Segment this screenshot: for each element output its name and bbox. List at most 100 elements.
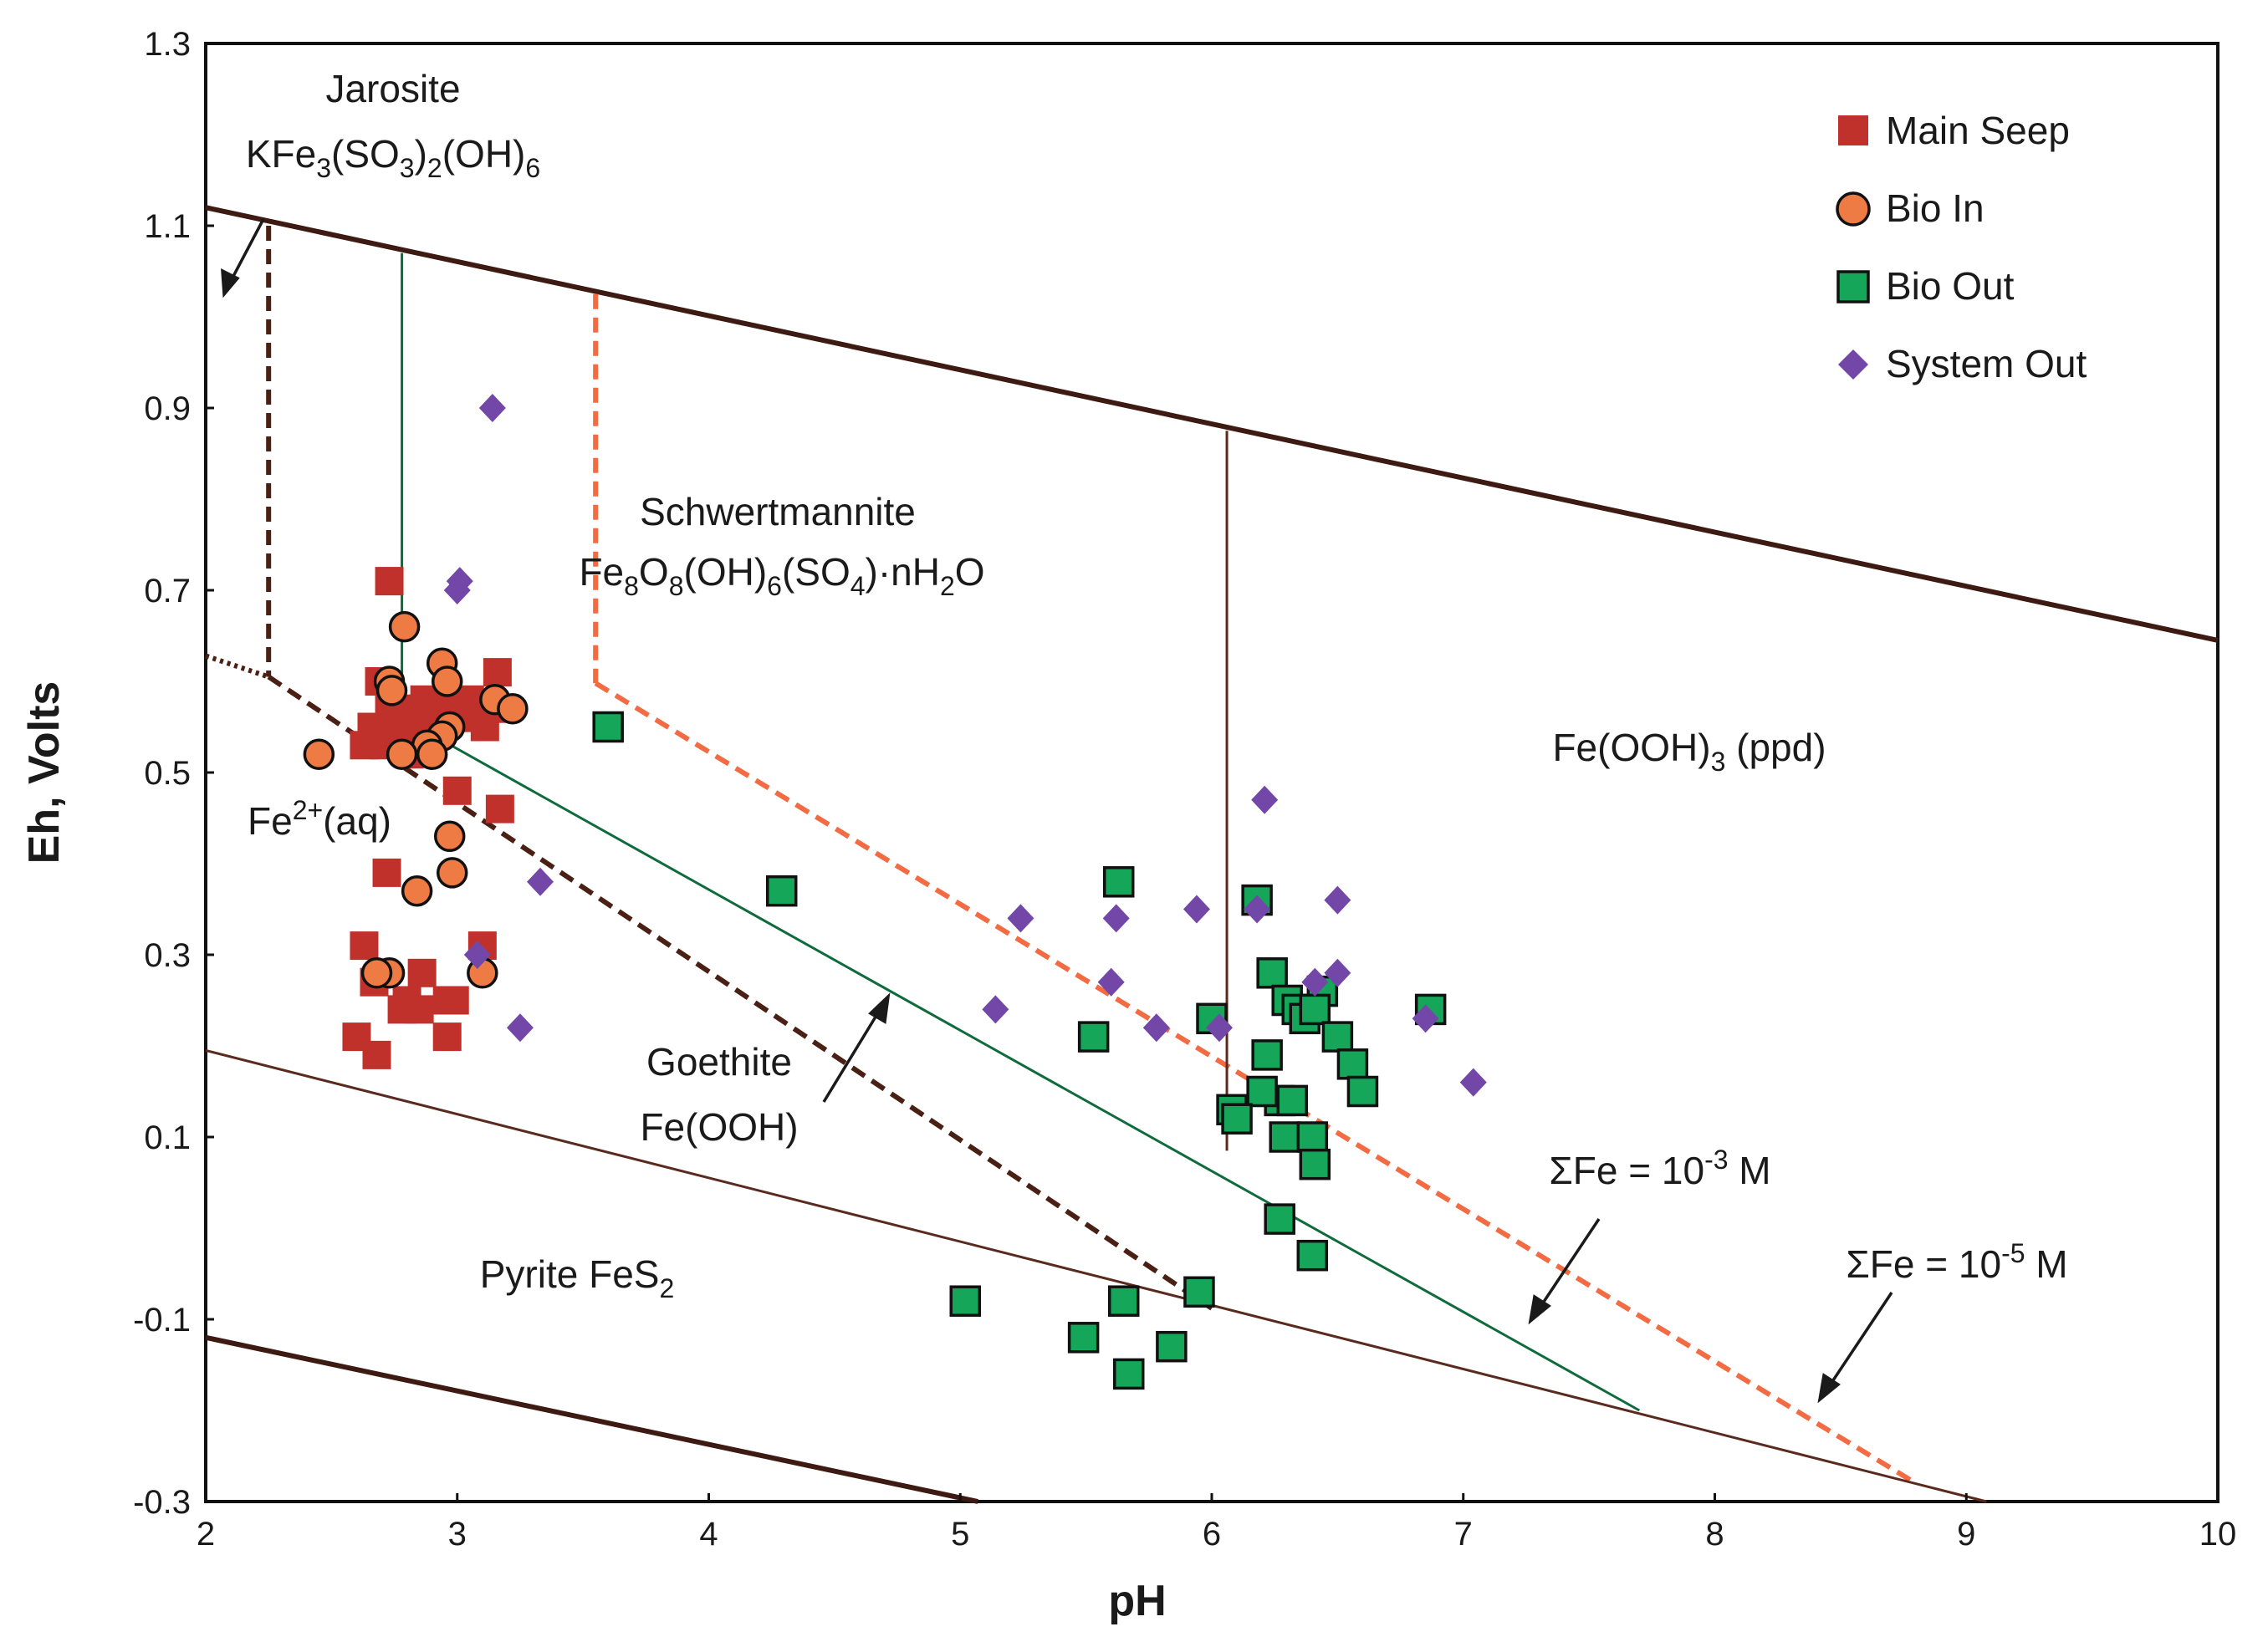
y-tick-label: 1.3 [144, 26, 191, 63]
bio-out-point [1113, 1358, 1145, 1390]
system-out-point [1206, 1013, 1234, 1043]
y-tick-label: 0.7 [144, 573, 191, 609]
legend-label-main-seep: Main Seep [1886, 109, 2070, 152]
bio-out-point [1296, 1239, 1329, 1272]
bio-out-point [592, 711, 624, 743]
goethite-formula: Fe(OOH) [640, 1105, 798, 1149]
feooh3-region-label: Fe(OOH)3 (ppd) [1552, 726, 1826, 777]
bio-out-point [1269, 1121, 1300, 1153]
bio-out-point [1156, 1330, 1188, 1363]
x-tick-label: 6 [1203, 1516, 1221, 1553]
legend-marker-system-out [1838, 349, 1868, 380]
sum-fe-1e-5-label: ΣFe = 10-5 M [1846, 1238, 2067, 1286]
pyrite-boundary-line [205, 1048, 1987, 1503]
legend-label-system-out: System Out [1886, 342, 2087, 385]
goethite-label: Goethite [646, 1040, 792, 1084]
pyrite-region-label: Pyrite FeS2 [480, 1252, 675, 1303]
legend-marker-bio-out [1836, 270, 1870, 303]
system-out-point [1251, 785, 1279, 814]
system-out-point [1301, 967, 1329, 997]
x-tick-label: 5 [951, 1516, 969, 1553]
sum-fe-1e-5-arrowhead [1817, 1373, 1841, 1404]
bio-out-point [1107, 1285, 1140, 1317]
bio-out-point [1321, 1021, 1354, 1053]
data-points [303, 394, 1487, 1390]
goethite-arrow [822, 1009, 881, 1103]
fe2aq-region-label: Fe2+(aq) [248, 795, 391, 843]
bio-out-point [1346, 1075, 1379, 1108]
bio-out-point [1246, 1075, 1278, 1108]
boundary-lines [205, 205, 2219, 1504]
bio-out-point [1336, 1048, 1369, 1080]
y-tick-label: -0.1 [133, 1302, 191, 1339]
system-out-point [463, 941, 491, 969]
main-seep-point [483, 658, 512, 687]
legend-label-bio-in: Bio In [1886, 186, 1984, 230]
annotation-arrows [221, 218, 1893, 1404]
bio-in-point [375, 675, 408, 706]
jarosite-label: Jarosite [325, 67, 460, 110]
y-tick-label: 0.3 [144, 937, 191, 974]
legend-marker-bio-in [1836, 191, 1871, 227]
x-tick-label: 9 [1957, 1516, 1975, 1553]
main-seep-point [372, 858, 401, 887]
legend-marker-main-seep [1838, 115, 1868, 145]
bio-out-point [1102, 866, 1135, 898]
system-out-point [1097, 967, 1125, 997]
main-seep-point [375, 567, 404, 596]
bio-in-point [303, 738, 335, 770]
system-out-point [1412, 1004, 1439, 1033]
axis-ticks: 2 3 4 5 6 7 8 9 10 1.3 1.1 0.9 0.7 0.5 0.3 0.1 -0.1 -0.3 [133, 26, 2236, 1553]
bio-out-point [1183, 1276, 1215, 1308]
bio-in-point [433, 820, 466, 853]
sum-fe-1e-5-arrow [1826, 1292, 1893, 1389]
jarosite-arrowhead [221, 268, 240, 298]
sum-fe-1e-3-label: ΣFe = 10-3 M [1549, 1145, 1770, 1192]
bio-in-point [431, 665, 463, 697]
bio-out-point [1077, 1021, 1110, 1053]
main-seep-point [432, 1022, 462, 1052]
main-seep-point [442, 776, 472, 805]
x-tick-label: 7 [1454, 1516, 1473, 1553]
main-seep-point [362, 1040, 391, 1069]
sum-fe-1e-3-arrowhead [1528, 1294, 1551, 1325]
bio-in-point [386, 738, 418, 770]
main-seep-point [407, 958, 437, 987]
x-axis-title: pH [1108, 1577, 1166, 1625]
goethite-arrowhead [868, 992, 891, 1024]
x-tick-label: 10 [2199, 1516, 2237, 1553]
schwertmannite-label: Schwertmannite [640, 490, 916, 533]
y-tick-label: -0.3 [133, 1484, 191, 1521]
legend: Main Seep Bio In Bio Out System Out [1836, 109, 2087, 385]
water-stability-upper-line [205, 205, 2219, 643]
main-seep-point [440, 986, 469, 1015]
jarosite-dotted-line [205, 653, 270, 680]
bio-out-point [1251, 1039, 1283, 1071]
sum-fe-1e-3-arrow [1537, 1218, 1601, 1310]
system-out-point [1142, 1013, 1170, 1043]
y-tick-label: 0.5 [144, 755, 191, 792]
bio-out-point [1299, 993, 1331, 1026]
bio-in-point [401, 875, 433, 907]
system-out-point [1183, 895, 1210, 924]
y-tick-label: 0.1 [144, 1119, 191, 1156]
y-tick-label: 0.9 [144, 390, 191, 427]
main-seep-point [350, 731, 379, 760]
bio-in-point [436, 857, 468, 889]
bio-in-point [416, 738, 448, 770]
x-tick-label: 8 [1705, 1516, 1724, 1553]
system-out-point [478, 394, 506, 422]
legend-label-bio-out: Bio Out [1886, 264, 2015, 308]
bio-out-point [1264, 1203, 1295, 1235]
system-out-point [1324, 958, 1351, 987]
bio-in-point [360, 957, 393, 989]
system-out-point [526, 867, 554, 896]
schwertmannite-formula: Fe8O8(OH)6(SO4)·nH2O [579, 550, 984, 601]
bio-out-point [1256, 957, 1288, 989]
system-out-point [1459, 1068, 1487, 1097]
system-out-point [1244, 895, 1271, 924]
x-tick-label: 3 [448, 1516, 467, 1553]
water-stability-lower-line [205, 1334, 978, 1504]
x-tick-label: 2 [197, 1516, 215, 1553]
